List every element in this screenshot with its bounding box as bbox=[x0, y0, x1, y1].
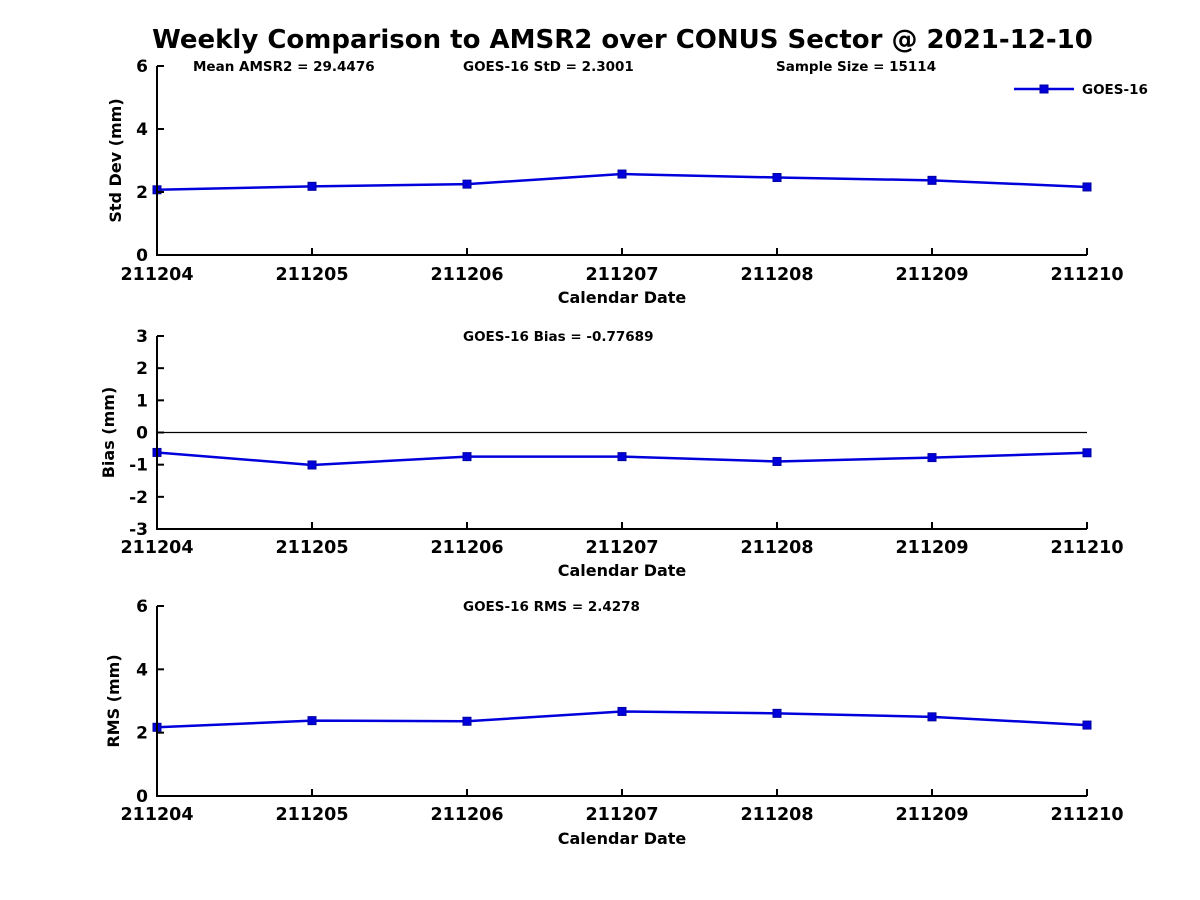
data-point-marker bbox=[1082, 720, 1092, 730]
y-tick-label: -2 bbox=[129, 488, 148, 508]
y-tick-label: 0 bbox=[136, 787, 148, 807]
x-tick-label: 211210 bbox=[1050, 538, 1123, 558]
x-axis-title: Calendar Date bbox=[558, 829, 687, 848]
data-point-marker bbox=[617, 169, 627, 179]
data-point-marker bbox=[462, 716, 472, 726]
data-point-marker bbox=[462, 179, 472, 189]
x-tick-label: 211206 bbox=[430, 265, 503, 285]
data-point-marker bbox=[307, 716, 317, 726]
y-tick-label: -3 bbox=[129, 520, 148, 540]
x-tick-label: 211208 bbox=[740, 265, 813, 285]
legend-label: GOES-16 bbox=[1082, 82, 1148, 98]
y-tick-label: 4 bbox=[136, 660, 148, 680]
x-tick-label: 211207 bbox=[585, 265, 658, 285]
chart-annotation: Sample Size = 15114 bbox=[776, 59, 936, 75]
x-tick-label: 211207 bbox=[585, 805, 658, 825]
y-tick-label: 3 bbox=[136, 327, 148, 347]
y-tick-label: 2 bbox=[136, 183, 148, 203]
figure-title: Weekly Comparison to AMSR2 over CONUS Se… bbox=[152, 25, 1093, 55]
y-tick-label: 6 bbox=[136, 597, 148, 617]
chart-annotation: Mean AMSR2 = 29.4476 bbox=[193, 59, 375, 75]
x-tick-label: 211205 bbox=[275, 805, 348, 825]
data-point-marker bbox=[927, 175, 937, 185]
data-point-marker bbox=[772, 456, 782, 466]
x-tick-label: 211206 bbox=[430, 538, 503, 558]
y-axis-title: RMS (mm) bbox=[104, 654, 123, 747]
y-tick-label: 2 bbox=[136, 359, 148, 379]
chart-annotation: GOES-16 StD = 2.3001 bbox=[463, 59, 634, 75]
y-tick-label: 4 bbox=[136, 120, 148, 140]
y-tick-label: -1 bbox=[129, 456, 148, 476]
data-point-marker bbox=[927, 712, 937, 722]
x-tick-label: 211209 bbox=[895, 805, 968, 825]
chart-annotation: GOES-16 Bias = -0.77689 bbox=[463, 329, 653, 345]
x-tick-label: 211209 bbox=[895, 538, 968, 558]
data-point-marker bbox=[927, 453, 937, 463]
y-tick-label: 0 bbox=[136, 246, 148, 266]
legend-marker bbox=[1039, 84, 1049, 94]
data-point-marker bbox=[617, 706, 627, 716]
x-tick-label: 211204 bbox=[120, 805, 193, 825]
axis-frame bbox=[156, 606, 1087, 797]
y-tick-label: 2 bbox=[136, 724, 148, 744]
x-tick-label: 211206 bbox=[430, 805, 503, 825]
x-tick-label: 211205 bbox=[275, 538, 348, 558]
data-point-marker bbox=[1082, 448, 1092, 458]
y-tick-label: 6 bbox=[136, 57, 148, 77]
x-tick-label: 211205 bbox=[275, 265, 348, 285]
data-point-marker bbox=[462, 452, 472, 462]
y-axis-title: Bias (mm) bbox=[99, 387, 118, 479]
x-tick-label: 211208 bbox=[740, 805, 813, 825]
chart-annotation: GOES-16 RMS = 2.4278 bbox=[463, 599, 640, 615]
data-point-marker bbox=[307, 460, 317, 470]
y-tick-label: 0 bbox=[136, 424, 148, 444]
x-tick-label: 211204 bbox=[120, 265, 193, 285]
data-point-marker bbox=[1082, 182, 1092, 192]
data-point-marker bbox=[307, 181, 317, 191]
y-axis-title: Std Dev (mm) bbox=[106, 98, 125, 222]
x-tick-label: 211210 bbox=[1050, 805, 1123, 825]
data-point-marker bbox=[617, 452, 627, 462]
x-tick-label: 211204 bbox=[120, 538, 193, 558]
data-point-marker bbox=[772, 173, 782, 183]
x-tick-label: 211207 bbox=[585, 538, 658, 558]
x-axis-title: Calendar Date bbox=[558, 561, 687, 580]
x-axis-title: Calendar Date bbox=[558, 288, 687, 307]
axis-frame bbox=[156, 66, 1087, 256]
x-tick-label: 211210 bbox=[1050, 265, 1123, 285]
data-point-marker bbox=[772, 708, 782, 718]
x-tick-label: 211208 bbox=[740, 538, 813, 558]
x-tick-label: 211209 bbox=[895, 265, 968, 285]
y-tick-label: 1 bbox=[136, 391, 148, 411]
